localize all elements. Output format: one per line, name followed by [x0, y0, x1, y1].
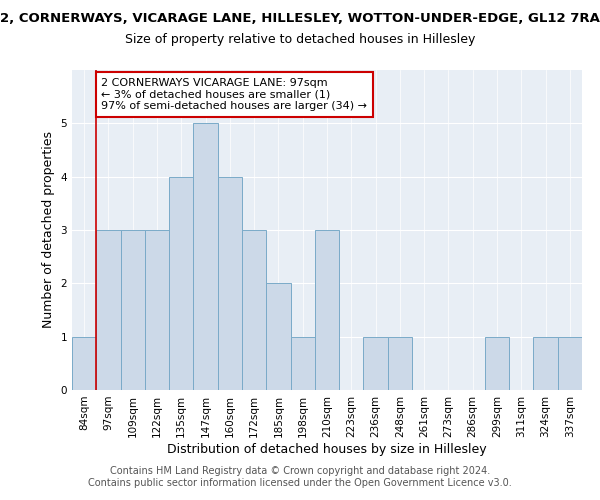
Bar	[242, 230, 266, 390]
Bar	[290, 336, 315, 390]
X-axis label: Distribution of detached houses by size in Hillesley: Distribution of detached houses by size …	[167, 442, 487, 456]
Bar	[121, 230, 145, 390]
Bar	[72, 336, 96, 390]
Bar	[388, 336, 412, 390]
Y-axis label: Number of detached properties: Number of detached properties	[42, 132, 55, 328]
Bar	[266, 284, 290, 390]
Bar	[145, 230, 169, 390]
Bar	[193, 124, 218, 390]
Bar	[169, 176, 193, 390]
Bar	[315, 230, 339, 390]
Bar	[485, 336, 509, 390]
Bar	[533, 336, 558, 390]
Text: Size of property relative to detached houses in Hillesley: Size of property relative to detached ho…	[125, 32, 475, 46]
Bar	[218, 176, 242, 390]
Bar	[558, 336, 582, 390]
Text: Contains HM Land Registry data © Crown copyright and database right 2024.
Contai: Contains HM Land Registry data © Crown c…	[88, 466, 512, 487]
Text: 2 CORNERWAYS VICARAGE LANE: 97sqm
← 3% of detached houses are smaller (1)
97% of: 2 CORNERWAYS VICARAGE LANE: 97sqm ← 3% o…	[101, 78, 367, 111]
Text: 2, CORNERWAYS, VICARAGE LANE, HILLESLEY, WOTTON-UNDER-EDGE, GL12 7RA: 2, CORNERWAYS, VICARAGE LANE, HILLESLEY,…	[0, 12, 600, 26]
Bar	[96, 230, 121, 390]
Bar	[364, 336, 388, 390]
